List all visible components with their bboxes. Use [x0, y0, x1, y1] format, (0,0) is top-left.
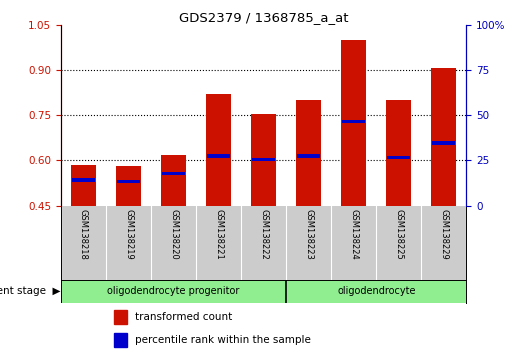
Text: oligodendrocyte: oligodendrocyte	[337, 286, 416, 296]
Bar	[386, 100, 411, 206]
Bar	[117, 180, 140, 183]
Bar	[286, 280, 466, 303]
Bar	[161, 155, 186, 206]
Text: GSM138223: GSM138223	[304, 209, 313, 260]
Bar	[207, 154, 230, 158]
Bar	[387, 156, 410, 159]
Title: GDS2379 / 1368785_a_at: GDS2379 / 1368785_a_at	[179, 11, 348, 24]
Text: GSM138225: GSM138225	[394, 209, 403, 260]
Text: GSM138222: GSM138222	[259, 209, 268, 260]
Text: oligodendrocyte progenitor: oligodendrocyte progenitor	[108, 286, 240, 296]
Text: transformed count: transformed count	[135, 312, 232, 322]
Text: GSM138224: GSM138224	[349, 209, 358, 260]
Text: GSM138229: GSM138229	[439, 209, 448, 260]
Bar	[252, 158, 275, 161]
Bar	[432, 141, 455, 144]
Bar	[297, 154, 320, 158]
Bar	[431, 68, 456, 206]
Bar	[251, 114, 276, 206]
Bar	[116, 166, 141, 206]
Text: GSM138218: GSM138218	[79, 209, 88, 260]
Bar	[341, 40, 366, 206]
Bar	[61, 280, 286, 303]
Bar	[342, 120, 365, 123]
Bar	[71, 165, 96, 206]
Bar	[113, 310, 127, 324]
Bar	[296, 100, 321, 206]
Bar	[113, 332, 127, 347]
Text: GSM138219: GSM138219	[124, 209, 133, 260]
Bar	[162, 172, 185, 175]
Bar	[72, 178, 95, 182]
Text: percentile rank within the sample: percentile rank within the sample	[135, 335, 311, 345]
Text: GSM138220: GSM138220	[169, 209, 178, 260]
Text: GSM138221: GSM138221	[214, 209, 223, 260]
Bar	[206, 94, 231, 206]
Text: development stage  ▶: development stage ▶	[0, 286, 61, 296]
